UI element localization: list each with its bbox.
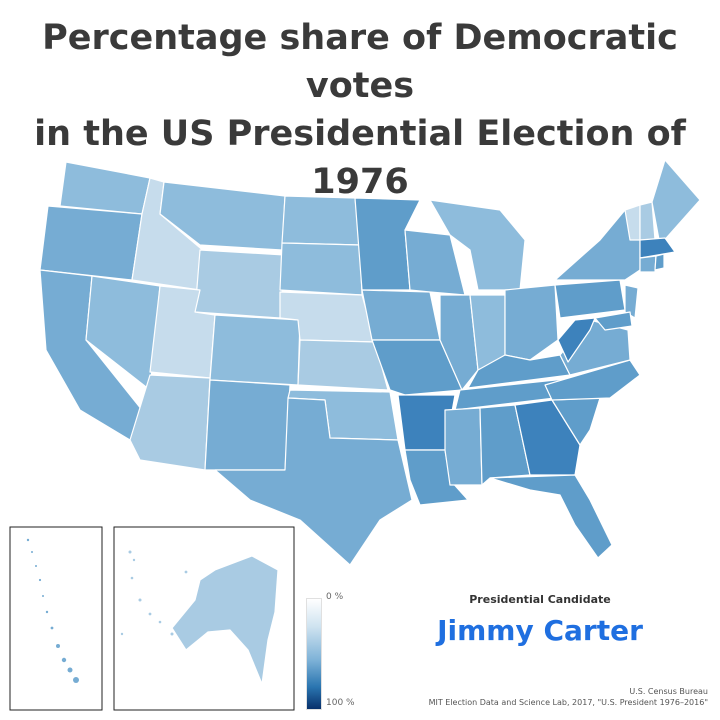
- source-credits: U.S. Census Bureau MIT Election Data and…: [429, 686, 708, 708]
- state-new-mexico: [204, 379, 291, 471]
- state-michigan: [429, 199, 526, 291]
- state-pennsylvania: [554, 279, 626, 319]
- title-line-3: 1976: [311, 162, 409, 202]
- alaska-inset-frame: [113, 526, 295, 711]
- state-missouri: [371, 339, 463, 396]
- title-line-1: Percentage share of Democratic votes: [42, 18, 678, 106]
- candidate-label: Presidential Candidate: [469, 593, 611, 606]
- candidate-name: Jimmy Carter: [437, 614, 643, 647]
- state-georgia: [514, 399, 581, 476]
- state-north-carolina: [544, 359, 641, 401]
- state-north-dakota: [281, 195, 361, 246]
- state-maine: [651, 159, 701, 246]
- state-texas: [214, 397, 413, 566]
- state-alaska: [171, 555, 279, 685]
- state-colorado: [209, 314, 301, 386]
- legend-color-scale: [306, 598, 322, 710]
- legend-min-label: 0 %: [326, 592, 344, 602]
- source-line-1: U.S. Census Bureau: [629, 687, 708, 696]
- state-oregon: [39, 205, 143, 281]
- state-maryland: [594, 311, 633, 331]
- state-connecticut: [639, 255, 657, 273]
- state-massachusetts: [639, 237, 676, 259]
- state-florida: [489, 474, 613, 559]
- title-line-2: in the US Presidential Election of: [34, 114, 686, 154]
- state-kansas: [297, 339, 389, 391]
- state-illinois: [439, 294, 479, 391]
- hawaii-inset-frame: [9, 526, 103, 711]
- state-montana: [159, 181, 286, 251]
- state-washington: [59, 161, 151, 215]
- state-iowa: [361, 289, 441, 341]
- state-south-dakota: [279, 242, 363, 296]
- legend-max-label: 100 %: [326, 698, 355, 708]
- hawaii-islands: [26, 538, 79, 683]
- source-line-2: MIT Election Data and Science Lab, 2017,…: [428, 698, 708, 707]
- state-alabama: [479, 404, 531, 486]
- alaska-islands: [120, 550, 188, 636]
- state-mississippi: [444, 407, 483, 486]
- state-west-virginia: [557, 317, 596, 363]
- state-new-jersey: [624, 284, 639, 319]
- map-title: Percentage share of Democratic votes in …: [0, 14, 720, 206]
- state-wyoming: [194, 249, 286, 319]
- state-wisconsin: [404, 229, 466, 296]
- state-rhode-island: [654, 253, 665, 271]
- state-ohio: [504, 284, 559, 361]
- state-arizona: [129, 374, 211, 471]
